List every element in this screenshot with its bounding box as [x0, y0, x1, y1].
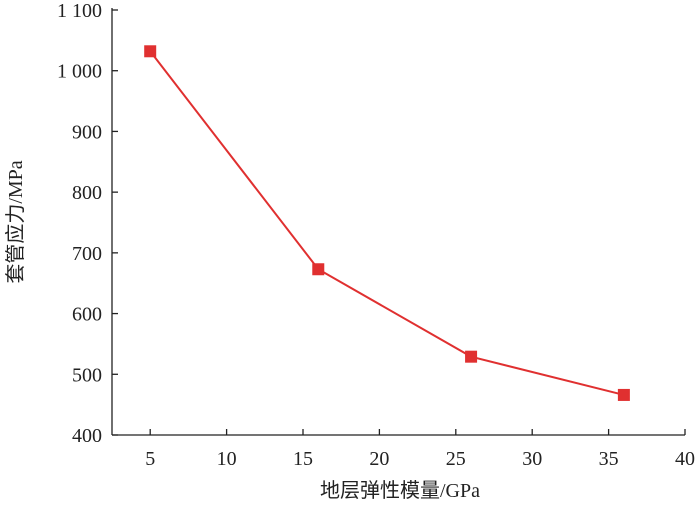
x-tick-label: 35: [599, 448, 619, 470]
y-tick-label: 600: [72, 304, 102, 326]
y-tick-label: 900: [72, 121, 102, 143]
marker: [312, 263, 325, 276]
x-tick-label: 25: [446, 448, 466, 470]
x-tick-label: 40: [675, 448, 695, 470]
marker: [144, 45, 157, 58]
x-tick-label: 10: [217, 448, 237, 470]
y-tick-label: 800: [72, 182, 102, 204]
line: [149, 50, 625, 396]
y-tick-label: 500: [72, 364, 102, 386]
x-tick-label: 30: [522, 448, 542, 470]
y-tick-label: 400: [72, 425, 102, 447]
y-axis-title: 套管应力/MPa: [4, 160, 27, 283]
x-tick-label: 15: [293, 448, 313, 470]
x-tick-label: 5: [145, 448, 155, 470]
marker: [617, 388, 630, 401]
marker: [465, 350, 478, 363]
x-axis-title: 地层弹性模量/GPa: [320, 479, 480, 502]
y-tick-label: 1 000: [57, 61, 102, 83]
y-tick-label: 1 100: [57, 0, 102, 22]
y-tick-label: 700: [72, 243, 102, 265]
x-tick-label: 20: [369, 448, 389, 470]
